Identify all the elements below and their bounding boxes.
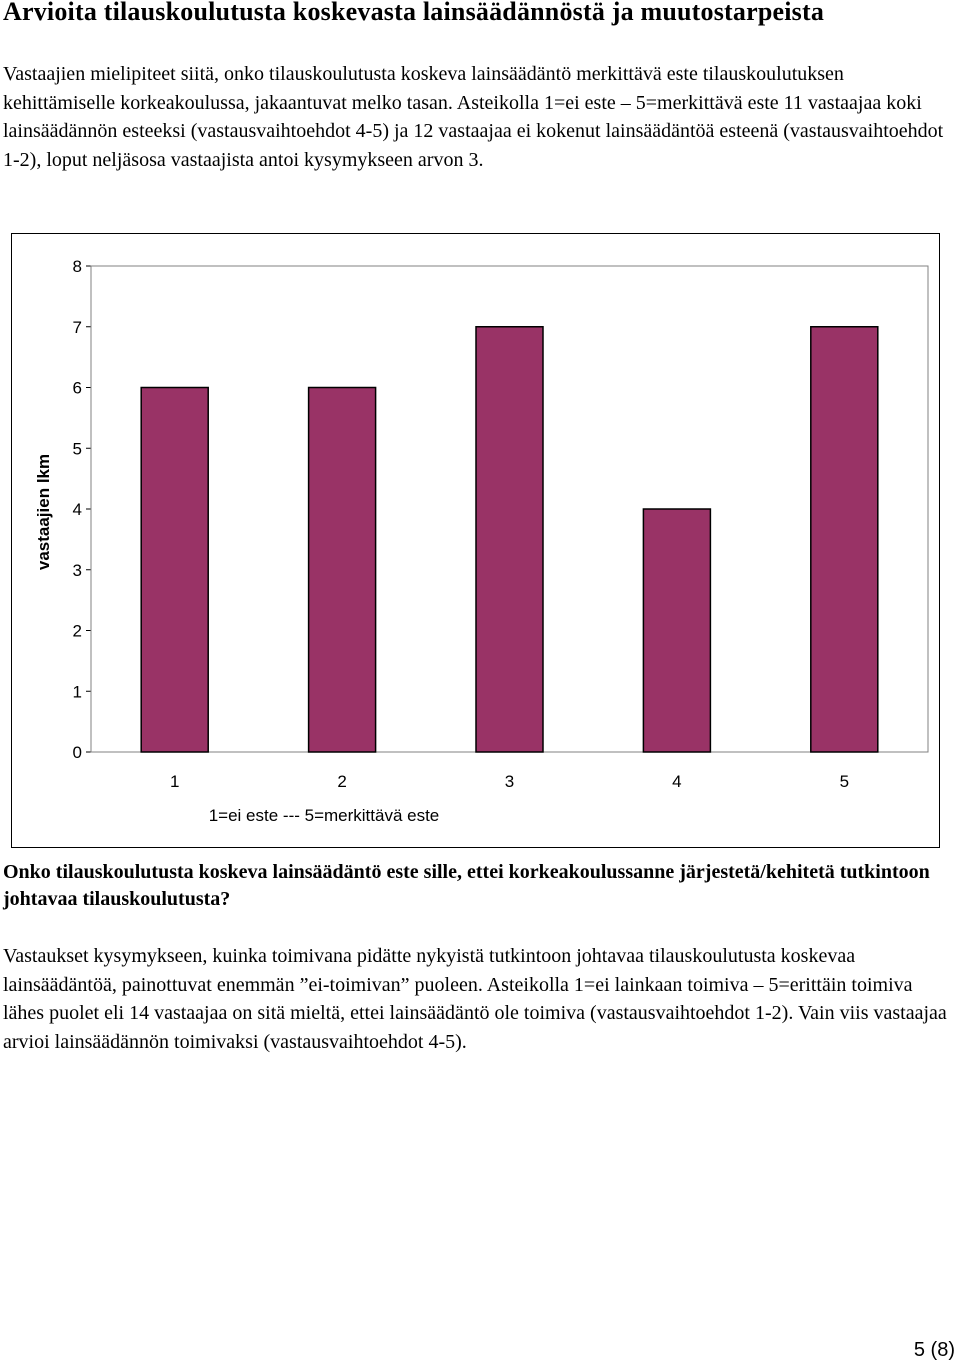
bar-4: [642, 508, 712, 753]
x-tick-label: 1: [170, 772, 179, 791]
page-number: 5 (8): [913, 1339, 955, 1361]
x-axis-title: 1=ei este --- 5=merkittävä este: [209, 806, 440, 825]
bar-5: [810, 326, 879, 753]
x-tick-label: 3: [505, 772, 514, 791]
y-tick-label: 6: [73, 379, 82, 398]
bar-chart-svg: 0 1 2 3 4 5 6 7 8 1 2 3 4 5 1=ei este --- 5=merkittä…: [34, 257, 929, 825]
y-tick-label: 0: [73, 743, 82, 762]
bar-chart: 0 1 2 3 4 5 6 7 8 1 2 3 4 5 1=ei este --- 5=merkittä…: [11, 233, 940, 848]
intro-paragraph: Vastaajien mielipiteet siitä, onko tilau…: [3, 63, 944, 171]
page-title: Arvioita tilauskoulutusta koskevasta lai…: [3, 0, 825, 26]
y-tick-label: 2: [73, 622, 82, 641]
y-axis-title: vastaajien lkm: [34, 454, 53, 570]
y-tick-label: 4: [73, 500, 82, 519]
bar-1: [140, 386, 209, 753]
survey-question: Onko tilauskoulutusta koskeva lainsäädän…: [3, 861, 930, 910]
y-tick-label: 3: [73, 561, 82, 580]
x-tick-label: 4: [672, 772, 681, 791]
y-tick-label: 8: [73, 257, 82, 276]
bar-3: [475, 326, 544, 753]
answer-paragraph: Vastaukset kysymykseen, kuinka toimivana…: [3, 945, 947, 1053]
y-tick-label: 7: [73, 318, 82, 337]
y-tick-label: 1: [73, 682, 82, 701]
y-tick-label: 5: [73, 439, 82, 458]
x-tick-label: 5: [840, 772, 849, 791]
x-tick-label: 2: [337, 772, 346, 791]
bar-2: [307, 386, 377, 753]
